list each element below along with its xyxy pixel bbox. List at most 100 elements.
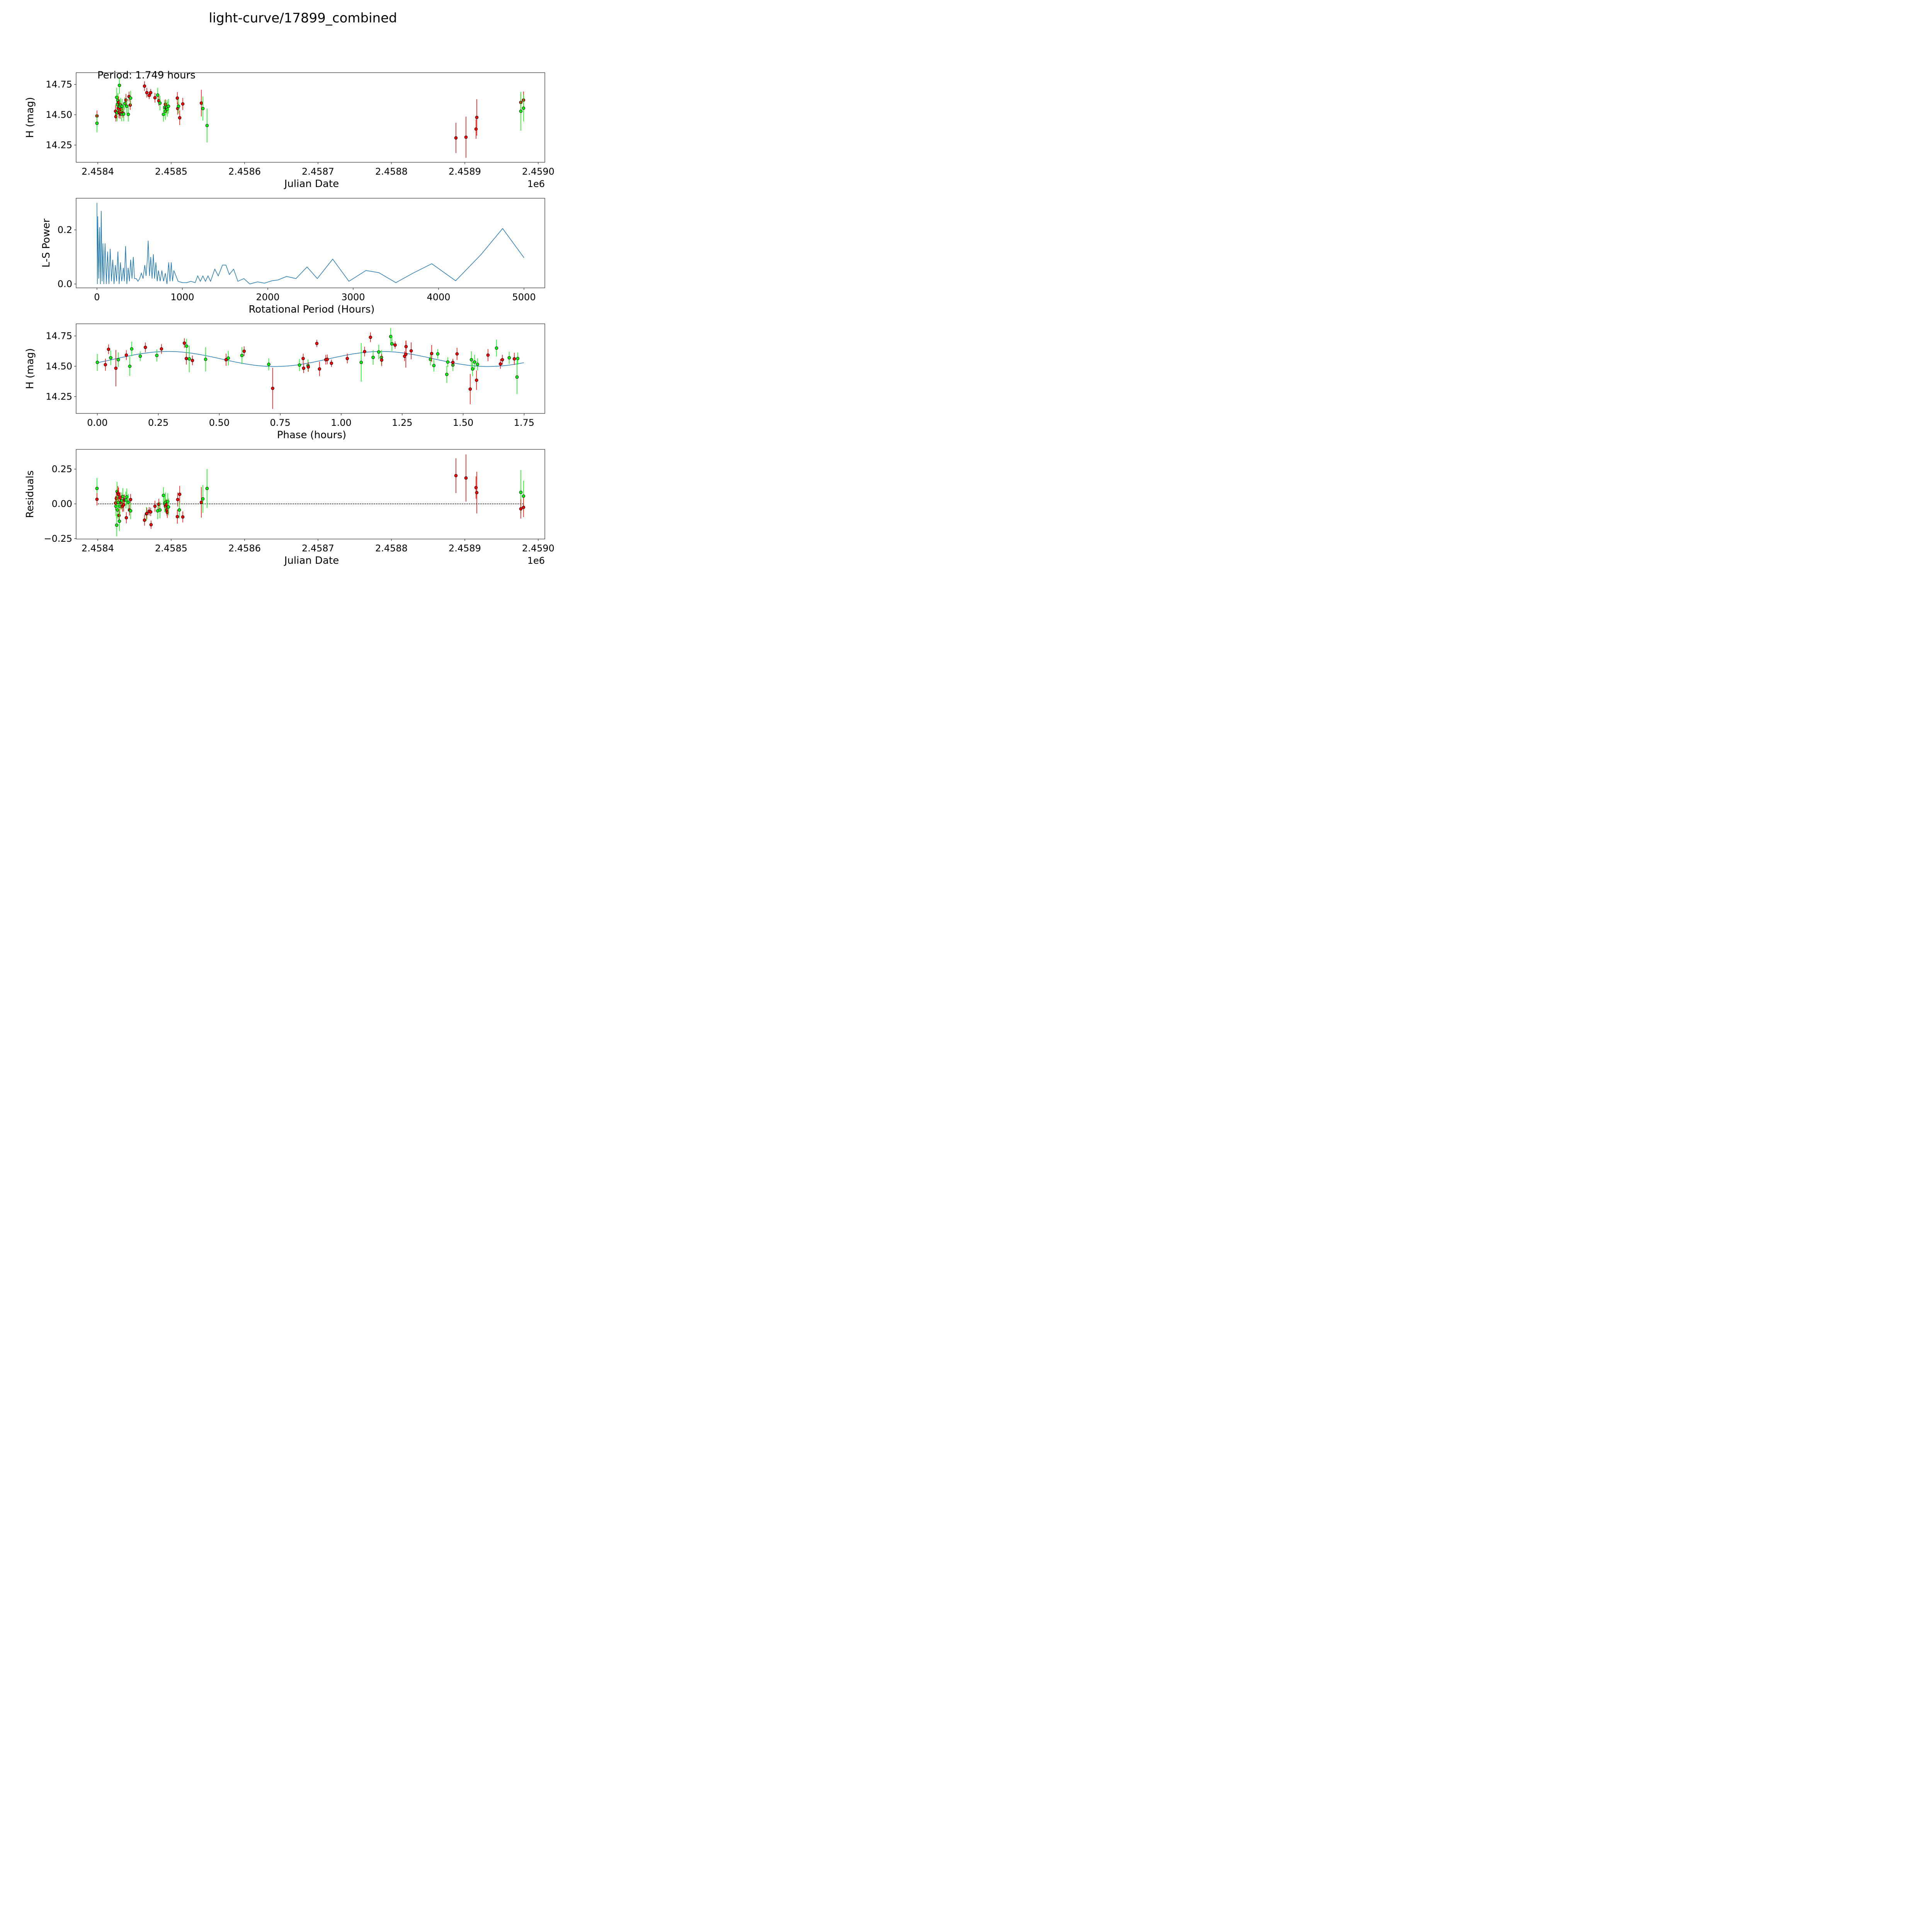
data-point: [130, 347, 134, 351]
data-point: [436, 352, 440, 356]
data-point: [363, 350, 366, 354]
data-point: [178, 116, 182, 120]
data-point: [95, 497, 99, 501]
data-point: [138, 354, 142, 358]
period-annotation: Period: 1.749 hours: [97, 70, 196, 81]
data-point: [155, 354, 159, 357]
data-point: [455, 352, 459, 356]
data-point: [242, 349, 246, 353]
data-point: [166, 500, 170, 503]
data-point: [122, 112, 126, 116]
data-point: [486, 353, 490, 357]
data-point: [393, 343, 397, 347]
axes-frame: [76, 323, 545, 414]
data-point: [128, 364, 132, 368]
data-point: [184, 357, 188, 361]
y-tick-label: 14.75: [46, 330, 72, 341]
y-tick-label: 0.2: [58, 224, 72, 235]
data-point: [454, 474, 458, 478]
figure: light-curve/17899_combined 2.4584 2.4585 2…: [0, 0, 603, 603]
data-point: [109, 356, 112, 360]
y-tick-label: 14.25: [46, 139, 72, 150]
x-tick-label: 2.4586: [228, 543, 261, 554]
x-tick-label: 2.4586: [228, 166, 261, 177]
data-point: [165, 107, 169, 111]
x-axis-label: Julian Date: [284, 555, 339, 566]
data-point: [468, 387, 472, 391]
data-point: [190, 359, 194, 362]
data-point: [204, 357, 207, 361]
data-point: [330, 361, 333, 365]
y-axis-label: Residuals: [24, 470, 36, 518]
data-point: [359, 361, 363, 364]
data-point: [432, 364, 436, 367]
data-point: [181, 515, 185, 519]
data-point: [116, 500, 120, 504]
data-point: [500, 358, 504, 362]
data-point: [178, 492, 182, 496]
x-tick-label: 3000: [341, 292, 365, 303]
data-point: [126, 500, 130, 504]
panel-residuals: 2.4584 2.4585 2.4586 2.4587 2.4588 2.4589 2.45…: [24, 449, 554, 566]
data-point: [129, 509, 133, 513]
data-point: [149, 523, 153, 527]
data-point: [474, 127, 478, 131]
data-point: [199, 500, 203, 504]
plot-area: [95, 328, 524, 409]
x-axis-label: Phase (hours): [277, 429, 346, 441]
data-point: [224, 358, 228, 362]
data-point: [522, 505, 526, 509]
data-point: [473, 360, 476, 364]
x-tick-label: 2.4589: [449, 166, 481, 177]
data-point: [476, 362, 480, 366]
data-point: [114, 115, 118, 119]
data-point: [107, 347, 111, 351]
data-point: [177, 508, 181, 512]
data-point: [464, 476, 468, 480]
data-point: [126, 112, 130, 116]
x-tick-label: 2.4585: [155, 543, 187, 554]
panel-lightcurve: 2.4584 2.4585 2.4586 2.4587 2.4588 2.4589 2.45…: [24, 70, 554, 190]
y-tick-label: 14.75: [46, 79, 72, 90]
y-tick-label: 0.25: [52, 464, 72, 474]
data-point: [158, 508, 162, 512]
data-point: [240, 354, 244, 357]
data-point: [475, 491, 479, 495]
x-tick-label: 2.4590: [522, 543, 554, 554]
data-point: [516, 357, 520, 361]
x-tick-label: 2.4587: [302, 166, 334, 177]
data-point: [114, 497, 118, 500]
x-axis-label: Rotational Period (Hours): [249, 304, 375, 315]
x-tick-label: 2.4588: [375, 543, 408, 554]
x-tick-label: 0.00: [87, 417, 107, 428]
data-point: [464, 135, 468, 139]
plot-area: [97, 202, 524, 284]
data-point: [325, 357, 329, 361]
plot-area: [95, 77, 526, 158]
data-point: [114, 504, 118, 508]
data-point: [153, 504, 157, 508]
data-point: [114, 366, 118, 370]
axes-frame: [76, 198, 545, 288]
data-point: [185, 344, 189, 348]
y-axis-label: H (mag): [24, 97, 36, 138]
data-point: [160, 347, 163, 351]
axes-frame: [76, 72, 545, 163]
x-tick-label: 1.75: [514, 417, 534, 428]
data-point: [143, 518, 146, 522]
data-point: [474, 486, 478, 490]
data-point: [380, 358, 384, 362]
data-point: [122, 503, 126, 507]
data-point: [409, 349, 413, 353]
data-point: [145, 91, 149, 95]
x-tick-label: 2.4588: [375, 166, 408, 177]
data-point: [451, 361, 455, 364]
data-point: [495, 346, 498, 350]
data-point: [369, 335, 372, 339]
x-axis-label: Julian Date: [284, 178, 339, 190]
data-point: [164, 503, 168, 507]
data-point: [143, 84, 146, 88]
data-point: [345, 357, 349, 361]
data-point: [519, 507, 523, 511]
data-point: [104, 363, 107, 367]
